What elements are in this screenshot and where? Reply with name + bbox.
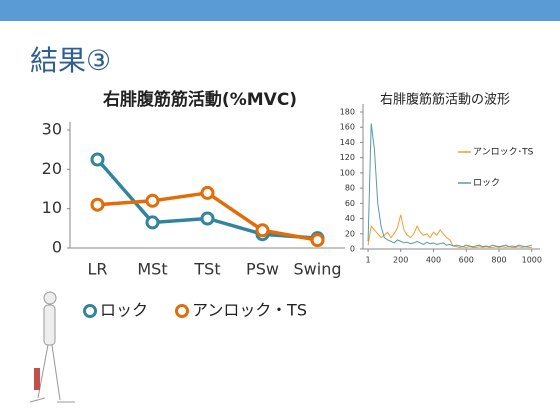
marker — [255, 223, 270, 238]
y-tick-label: 40 — [345, 214, 355, 223]
walking-figure — [29, 291, 75, 403]
x-tick-label: MSt — [137, 260, 167, 279]
slide-title: 結果③ — [30, 44, 111, 77]
y-tick-label: 60 — [345, 199, 355, 208]
marker — [145, 215, 160, 230]
top-bar — [0, 0, 560, 21]
x-tick-label: TSt — [193, 260, 220, 279]
legend-label: ロック — [473, 178, 500, 189]
y-tick-label: 140 — [340, 138, 355, 147]
marker — [310, 233, 325, 248]
marker — [90, 197, 105, 212]
y-tick-label: 80 — [345, 184, 355, 193]
y-tick-label: 20 — [42, 159, 62, 178]
chart-title: 右腓腹筋筋活動(%MVC) — [103, 89, 297, 110]
y-tick-label: 20 — [345, 229, 355, 238]
legend-label: アンロック･TS — [473, 147, 534, 158]
series-line — [367, 214, 532, 248]
y-tick-label: 160 — [340, 123, 355, 132]
y-tick-label: 0 — [52, 238, 62, 257]
marker — [200, 185, 215, 200]
x-tick-label: PSw — [246, 260, 279, 279]
legend-marker — [175, 304, 189, 318]
marker — [90, 152, 105, 167]
legend-marker — [83, 304, 97, 318]
series-line — [367, 123, 532, 248]
y-tick-label: 180 — [340, 108, 355, 117]
x-tick-label: LR — [87, 260, 107, 279]
x-tick-label: Swing — [294, 260, 342, 279]
y-tick-label: 0 — [350, 245, 355, 254]
x-tick-label: 200 — [393, 256, 408, 265]
chart-title: 右腓腹筋筋活動の波形 — [380, 92, 510, 108]
x-tick-label: 1 — [366, 256, 371, 265]
x-tick-label: 400 — [426, 256, 441, 265]
x-tick-label: 800 — [491, 256, 506, 265]
x-tick-label: 1000 — [522, 256, 542, 265]
y-tick-label: 30 — [42, 120, 62, 139]
legend-label: ロック — [100, 301, 148, 320]
y-tick-label: 120 — [340, 153, 355, 162]
y-tick-label: 100 — [340, 168, 355, 177]
legend-label: アンロック・TS — [192, 301, 307, 320]
marker — [145, 193, 160, 208]
y-tick-label: 10 — [42, 198, 62, 217]
marker — [200, 211, 215, 226]
x-tick-label: 600 — [459, 256, 474, 265]
